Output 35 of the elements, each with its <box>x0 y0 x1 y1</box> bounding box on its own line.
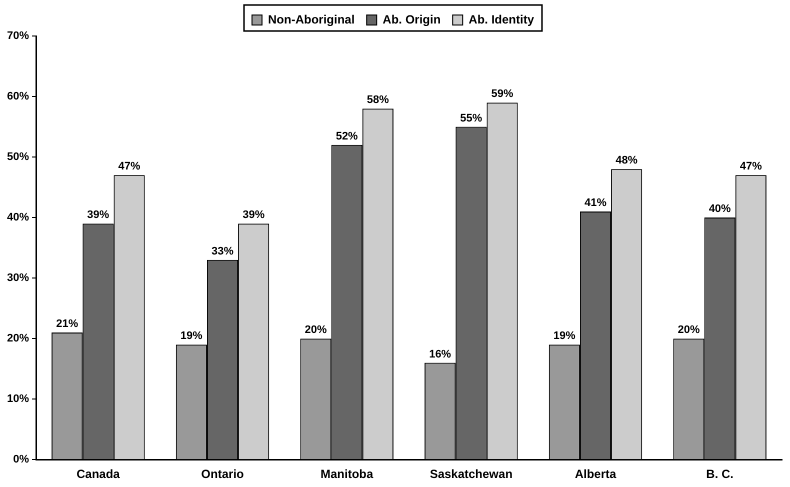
y-tick-label: 70% <box>6 30 30 42</box>
x-tick-label: Alberta <box>574 467 616 482</box>
data-label: 20% <box>304 324 327 336</box>
legend-label: Non-Aboriginal <box>268 12 355 26</box>
data-label: 19% <box>180 330 203 342</box>
x-tick-label: B. C. <box>706 467 734 482</box>
x-tick-label: Saskatchewan <box>430 467 513 482</box>
data-label: 52% <box>336 130 358 142</box>
legend-label: Ab. Origin <box>382 12 441 26</box>
y-tick-label: 50% <box>6 151 30 164</box>
data-label: 19% <box>553 330 576 342</box>
legend-label: Ab. Identity <box>468 12 534 26</box>
y-tick-label: 30% <box>6 272 30 284</box>
data-label: 55% <box>460 112 482 124</box>
data-label: 58% <box>366 94 390 106</box>
data-label: 21% <box>56 318 78 330</box>
y-tick-label: 60% <box>6 90 30 103</box>
data-label: 48% <box>616 154 638 167</box>
y-tick-label: 20% <box>6 332 30 345</box>
data-label: 20% <box>678 324 700 336</box>
data-label: 41% <box>584 197 607 210</box>
data-label: 47% <box>118 160 140 173</box>
data-label: 33% <box>211 245 234 258</box>
y-tick-label: 0% <box>13 454 30 466</box>
x-tick-label: Ontario <box>201 467 244 482</box>
data-label: 40% <box>708 203 732 216</box>
data-label: 47% <box>740 160 762 173</box>
x-tick-label: Manitoba <box>320 467 374 482</box>
data-label: 16% <box>429 348 452 360</box>
data-label: 39% <box>242 209 265 222</box>
data-label: 59% <box>491 88 514 100</box>
y-tick-label: 40% <box>6 212 30 224</box>
data-label: 39% <box>87 209 110 222</box>
x-tick-label: Canada <box>76 467 120 482</box>
y-tick-label: 10% <box>6 393 30 406</box>
